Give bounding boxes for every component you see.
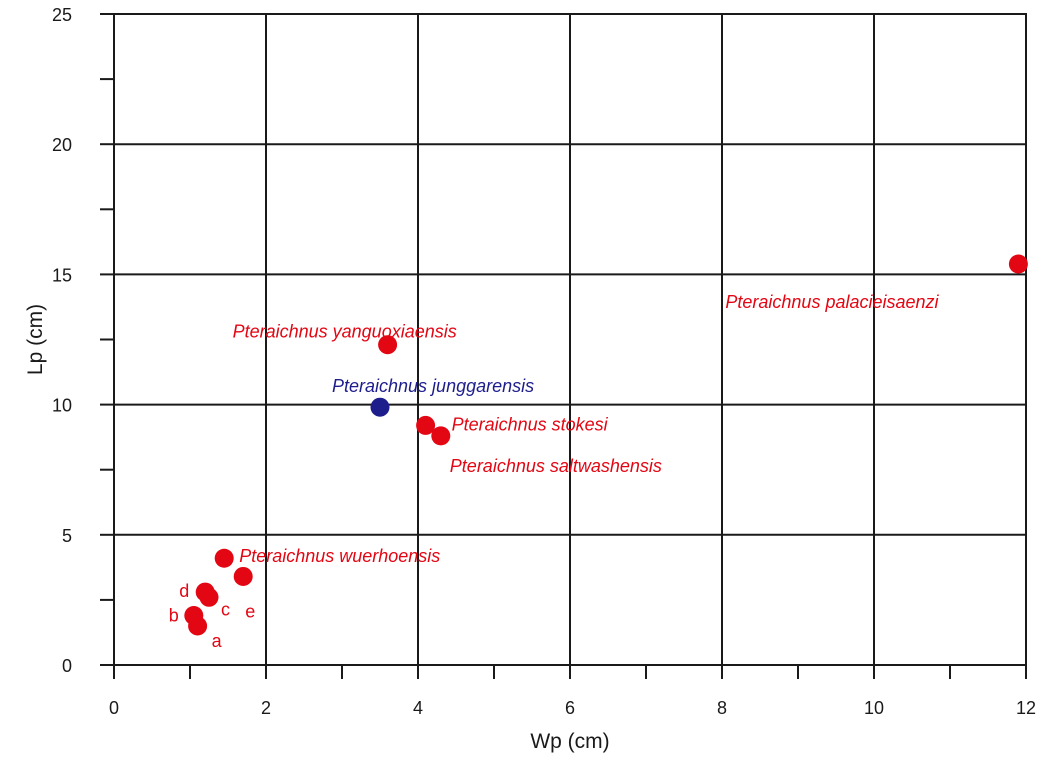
- x-axis-label: Wp (cm): [530, 730, 609, 753]
- y-tick-label: 0: [62, 656, 72, 676]
- point-label: Pteraichnus stokesi: [452, 414, 609, 434]
- point-label: Pteraichnus saltwashensis: [450, 456, 662, 476]
- data-point: [416, 415, 436, 435]
- data-point: [214, 548, 234, 568]
- data-point: [370, 397, 390, 417]
- y-tick-label: 15: [52, 265, 72, 285]
- axis-ticks: [100, 13, 1027, 679]
- x-tick-label: 2: [261, 698, 271, 718]
- y-axis-label: Lp (cm): [24, 304, 47, 375]
- x-tick-label: 10: [864, 698, 884, 718]
- point-label: Pteraichnus yanguoxiaensis: [233, 322, 457, 342]
- y-tick-label: 20: [52, 135, 72, 155]
- point-label: c: [221, 599, 230, 619]
- data-point: [199, 587, 219, 607]
- data-point: [188, 616, 208, 636]
- x-tick-label: 6: [565, 698, 575, 718]
- data-point: [233, 566, 253, 586]
- y-tick-labels: 0 5 10 15 20 25: [52, 5, 72, 676]
- y-tick-label: 25: [52, 5, 72, 25]
- point-label: Pteraichnus junggarensis: [332, 376, 534, 396]
- point-label: Pteraichnus wuerhoensis: [239, 546, 440, 566]
- data-point: [431, 426, 451, 446]
- data-point: [1008, 254, 1028, 274]
- plot-frame: [113, 13, 1027, 666]
- point-label: d: [179, 581, 189, 601]
- data-points: [184, 254, 1028, 636]
- x-tick-label: 8: [717, 698, 727, 718]
- point-label: b: [169, 606, 179, 626]
- x-tick-labels: 0 2 4 6 8 10 12: [109, 698, 1036, 718]
- y-tick-label: 10: [52, 396, 72, 416]
- x-tick-label: 12: [1016, 698, 1036, 718]
- point-label: e: [245, 601, 255, 621]
- x-tick-label: 4: [413, 698, 423, 718]
- point-label: Pteraichnus palacieisaenzi: [725, 292, 939, 312]
- data-point: [378, 335, 398, 355]
- point-label: a: [212, 631, 223, 651]
- y-tick-label: 5: [62, 526, 72, 546]
- point-labels: Pteraichnus palacieisaenzi Pteraichnus ya…: [169, 292, 940, 651]
- x-tick-label: 0: [109, 698, 119, 718]
